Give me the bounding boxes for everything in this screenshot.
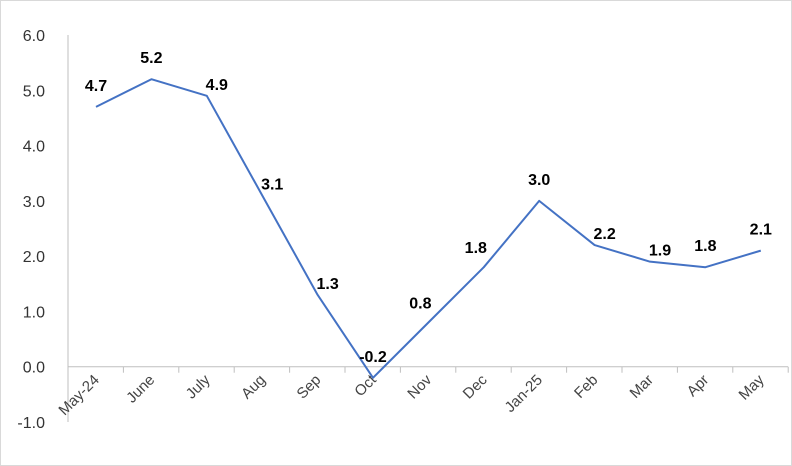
data-label: 1.8 (694, 238, 716, 255)
x-tick-label: May (736, 371, 768, 403)
data-label: 4.9 (206, 77, 228, 94)
x-tick-label: Dec (460, 371, 491, 402)
x-tick-label: June (123, 372, 158, 407)
data-label: 1.8 (465, 240, 487, 257)
data-label: 1.9 (649, 243, 671, 260)
data-labels: 4.7 5.2 4.9 3.1 1.3 -0.2 0.8 1.8 3.0 2.2 1.9 1.8 2.1 (85, 50, 772, 366)
y-tick-label: 6.0 (23, 28, 45, 45)
data-label: 3.1 (261, 176, 283, 193)
y-tick-labels: -1.0 0.0 1.0 2.0 3.0 4.0 5.0 6.0 (17, 28, 45, 432)
x-tick-label: Feb (571, 372, 601, 402)
x-tick-label: Aug (238, 372, 269, 403)
y-tick-label: 4.0 (23, 139, 45, 156)
x-tick-label: Mar (627, 372, 657, 402)
y-tick-label: 0.0 (23, 360, 45, 377)
y-tick-label: 5.0 (23, 83, 45, 100)
x-tick-label: Nov (404, 371, 435, 402)
y-tick-label: -1.0 (17, 415, 45, 432)
y-tick-label: 1.0 (23, 304, 45, 321)
data-label: 2.2 (593, 226, 615, 243)
data-label: 0.8 (409, 295, 431, 312)
x-tick-label: May-24 (55, 372, 102, 419)
data-label: 3.0 (528, 172, 550, 189)
x-tick-label: July (183, 371, 214, 402)
x-tick-label: Sep (294, 372, 325, 403)
x-tick-marks (67, 366, 789, 373)
y-tick-label: 3.0 (23, 194, 45, 211)
x-tick-labels: May-24 June July Aug Sep Oct Nov Dec Jan-25 Feb Ma… (55, 371, 768, 419)
series-line (95, 78, 762, 379)
data-label: 4.7 (85, 78, 107, 95)
x-tick-label: Apr (684, 372, 713, 401)
y-tick-label: 2.0 (23, 249, 45, 266)
data-label: -0.2 (359, 349, 387, 366)
data-label: 2.1 (750, 222, 772, 239)
data-label: 5.2 (140, 50, 162, 67)
x-tick-label: Jan-25 (502, 372, 546, 416)
data-label: 1.3 (316, 276, 338, 293)
